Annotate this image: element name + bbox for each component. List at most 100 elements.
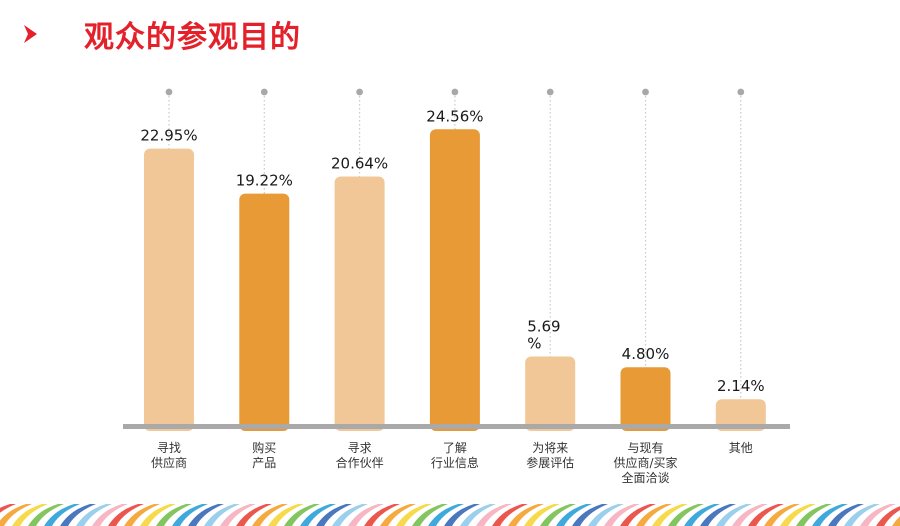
category-label: 为将来参展评估 xyxy=(526,441,574,470)
guide-dot xyxy=(260,88,268,96)
bar xyxy=(715,399,766,431)
category-label: 寻找供应商 xyxy=(151,441,187,470)
decorative-stripe xyxy=(732,504,768,526)
decorative-stripe xyxy=(716,504,752,526)
decorative-stripe xyxy=(444,504,480,526)
category-label: 其他 xyxy=(729,441,753,455)
decorative-stripe xyxy=(572,504,608,526)
category-label-line: 行业信息 xyxy=(431,455,479,470)
decorative-stripe xyxy=(28,504,64,526)
category-label-line: 为将来 xyxy=(532,441,568,455)
category-label-line: 全面洽谈 xyxy=(621,470,669,485)
decorative-stripe xyxy=(492,504,528,526)
guide-dot xyxy=(546,88,554,96)
decorative-stripe xyxy=(12,504,48,526)
decorative-stripe xyxy=(844,504,880,526)
decorative-stripe xyxy=(140,504,176,526)
decorative-stripe xyxy=(428,504,464,526)
guide-dot xyxy=(451,88,459,96)
bar xyxy=(239,193,290,431)
decorative-stripe xyxy=(92,504,128,526)
decorative-stripe xyxy=(76,504,112,526)
decorative-stripe xyxy=(556,504,592,526)
category-label-line: 购买 xyxy=(252,440,276,455)
decorative-stripe xyxy=(0,504,16,513)
data-label-line: 5.69 xyxy=(527,317,560,335)
decorative-stripe xyxy=(156,504,192,526)
decorative-stripe xyxy=(652,504,688,526)
decorative-stripe xyxy=(172,504,208,526)
guide-dot xyxy=(642,88,649,96)
slide-header: 观众的参观目的 xyxy=(22,14,301,55)
category-label-line: 产品 xyxy=(252,456,276,470)
data-label: 2.14% xyxy=(717,377,765,395)
decorative-stripe xyxy=(540,504,576,526)
decorative-stripe xyxy=(588,504,624,526)
decorative-stripe xyxy=(396,504,432,526)
bar-chart: 22.95% 19.22% 20.64% 24.56% 5.69 % 4.80% 2.14% 寻… xyxy=(123,88,790,485)
decorative-stripe xyxy=(220,504,256,526)
decorative-stripe xyxy=(44,504,80,526)
guide-dot xyxy=(165,88,173,96)
decorative-stripe xyxy=(636,504,672,526)
decorative-stripe xyxy=(620,504,656,526)
page-title: 观众的参观目的 xyxy=(84,20,301,55)
data-label-line: 24.56% xyxy=(426,107,483,125)
category-label-line: 供应商 xyxy=(151,455,187,470)
decorative-stripe xyxy=(364,504,400,526)
decorative-stripe xyxy=(236,504,272,526)
category-label: 与现有供应商/买家全面洽谈 xyxy=(613,441,677,485)
decorative-stripe xyxy=(476,504,512,526)
decorative-stripe xyxy=(188,504,224,526)
data-label: 20.64% xyxy=(331,154,388,172)
decorative-stripe xyxy=(748,504,784,526)
decorative-stripe xyxy=(780,504,816,526)
decorative-stripe-band xyxy=(0,504,900,526)
decorative-stripe xyxy=(876,506,900,526)
category-label-line: 参展评估 xyxy=(526,455,574,470)
data-label: 22.95% xyxy=(140,127,197,145)
decorative-stripe xyxy=(316,504,352,526)
decorative-stripe xyxy=(332,504,368,526)
category-label-line: 合作伙伴 xyxy=(336,455,384,470)
decorative-stripe xyxy=(412,504,448,526)
decorative-stripe xyxy=(0,504,32,526)
data-label-line: 4.80% xyxy=(622,345,670,363)
decorative-stripe xyxy=(524,504,560,526)
decorative-stripe xyxy=(108,504,144,526)
data-label-line: 22.95% xyxy=(140,127,197,145)
category-label-line: 其他 xyxy=(729,441,753,455)
decorative-stripe xyxy=(604,504,640,526)
category-label: 了解行业信息 xyxy=(431,441,479,470)
data-label-line: 2.14% xyxy=(717,377,765,395)
decorative-stripe xyxy=(60,504,96,526)
data-label: 5.69% xyxy=(527,317,560,352)
data-label-line: 20.64% xyxy=(331,154,388,172)
decorative-stripe xyxy=(380,504,416,526)
decorative-stripe xyxy=(812,504,848,526)
decorative-stripe xyxy=(684,504,720,526)
data-label: 4.80% xyxy=(622,345,670,363)
category-label: 购买产品 xyxy=(252,440,276,470)
decorative-stripe xyxy=(252,504,288,526)
bar xyxy=(429,129,480,431)
decorative-stripe xyxy=(204,504,240,526)
decorative-stripe xyxy=(700,504,736,526)
guide-dot xyxy=(737,88,745,96)
chevron-right-icon xyxy=(24,25,37,43)
decorative-stripe xyxy=(828,504,864,526)
decorative-stripe xyxy=(268,504,304,526)
category-label-line: 供应商/买家 xyxy=(613,455,677,470)
decorative-stripe xyxy=(124,504,160,526)
guide-dot xyxy=(356,88,363,96)
decorative-stripe xyxy=(892,516,900,526)
decorative-stripe xyxy=(284,504,320,526)
bar xyxy=(620,367,671,431)
category-label-line: 与现有 xyxy=(627,441,663,455)
decorative-stripe xyxy=(764,504,800,526)
category-label-line: 了解 xyxy=(443,441,467,455)
bar xyxy=(144,148,194,431)
decorative-stripe xyxy=(300,504,336,526)
decorative-stripe xyxy=(796,504,832,526)
data-label-line: % xyxy=(527,334,541,352)
